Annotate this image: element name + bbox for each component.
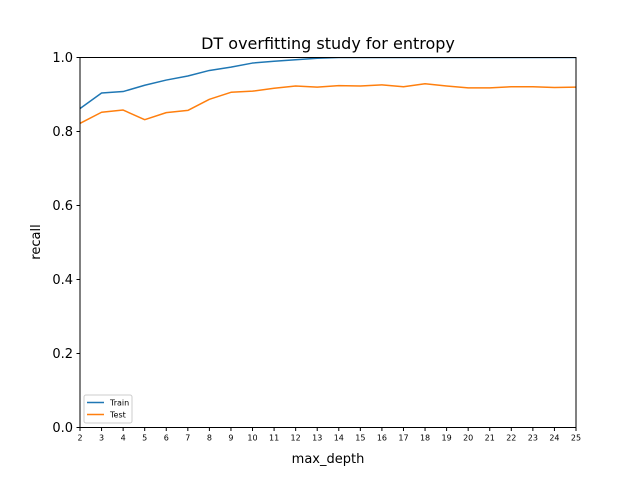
series-line-test xyxy=(80,83,576,125)
x-tick-label: 8 xyxy=(207,434,212,443)
plot-area xyxy=(79,57,577,428)
x-tick-label: 20 xyxy=(463,434,473,443)
y-axis-label: recall xyxy=(29,224,44,259)
series-line-train xyxy=(80,57,576,110)
x-tick-label: 7 xyxy=(185,434,190,443)
x-tick-label: 19 xyxy=(442,434,452,443)
x-tick-label: 11 xyxy=(269,434,279,443)
x-tick-label: 23 xyxy=(528,434,538,443)
x-axis-label: max_depth xyxy=(292,452,365,467)
y-tick-label: 0.0 xyxy=(52,421,73,436)
x-tick-label: 13 xyxy=(312,434,322,443)
y-tick-label: 0.2 xyxy=(52,347,73,362)
x-tick-label: 18 xyxy=(420,434,430,443)
x-tick-label: 5 xyxy=(142,434,147,443)
x-tick-label: 14 xyxy=(334,434,344,443)
series-layer xyxy=(80,57,576,125)
y-tick-label: 0.8 xyxy=(52,125,73,140)
x-tick-label: 10 xyxy=(247,434,257,443)
x-tick-label: 9 xyxy=(228,434,233,443)
chart-title: DT overfitting study for entropy xyxy=(201,34,455,53)
y-tick-label: 0.4 xyxy=(52,273,73,288)
x-tick-label: 12 xyxy=(291,434,301,443)
x-tick-label: 17 xyxy=(398,434,408,443)
x-tick-label: 25 xyxy=(571,434,581,443)
legend-label-train: Train xyxy=(109,399,129,408)
x-tick-label: 24 xyxy=(549,434,559,443)
x-tick-label: 2 xyxy=(77,434,82,443)
plot-frame xyxy=(79,57,577,428)
x-tick-label: 6 xyxy=(164,434,169,443)
x-tick-label: 16 xyxy=(377,434,387,443)
y-axis: 0.0 0.2 0.4 0.6 0.8 1.0 xyxy=(52,51,80,436)
x-tick-label: 21 xyxy=(485,434,495,443)
x-tick-label: 15 xyxy=(355,434,365,443)
x-tick-label: 3 xyxy=(99,434,104,443)
x-axis: 2 3 4 5 6 7 8 9 10 11 12 13 14 15 16 17 18 19 20 21 22 23 24 25 xyxy=(77,427,581,443)
y-tick-label: 1.0 xyxy=(52,51,73,66)
x-tick-label: 4 xyxy=(121,434,126,443)
legend-label-test: Test xyxy=(109,411,126,420)
x-tick-label: 22 xyxy=(506,434,516,443)
y-tick-label: 0.6 xyxy=(52,199,73,214)
legend: Train Test xyxy=(83,394,133,424)
